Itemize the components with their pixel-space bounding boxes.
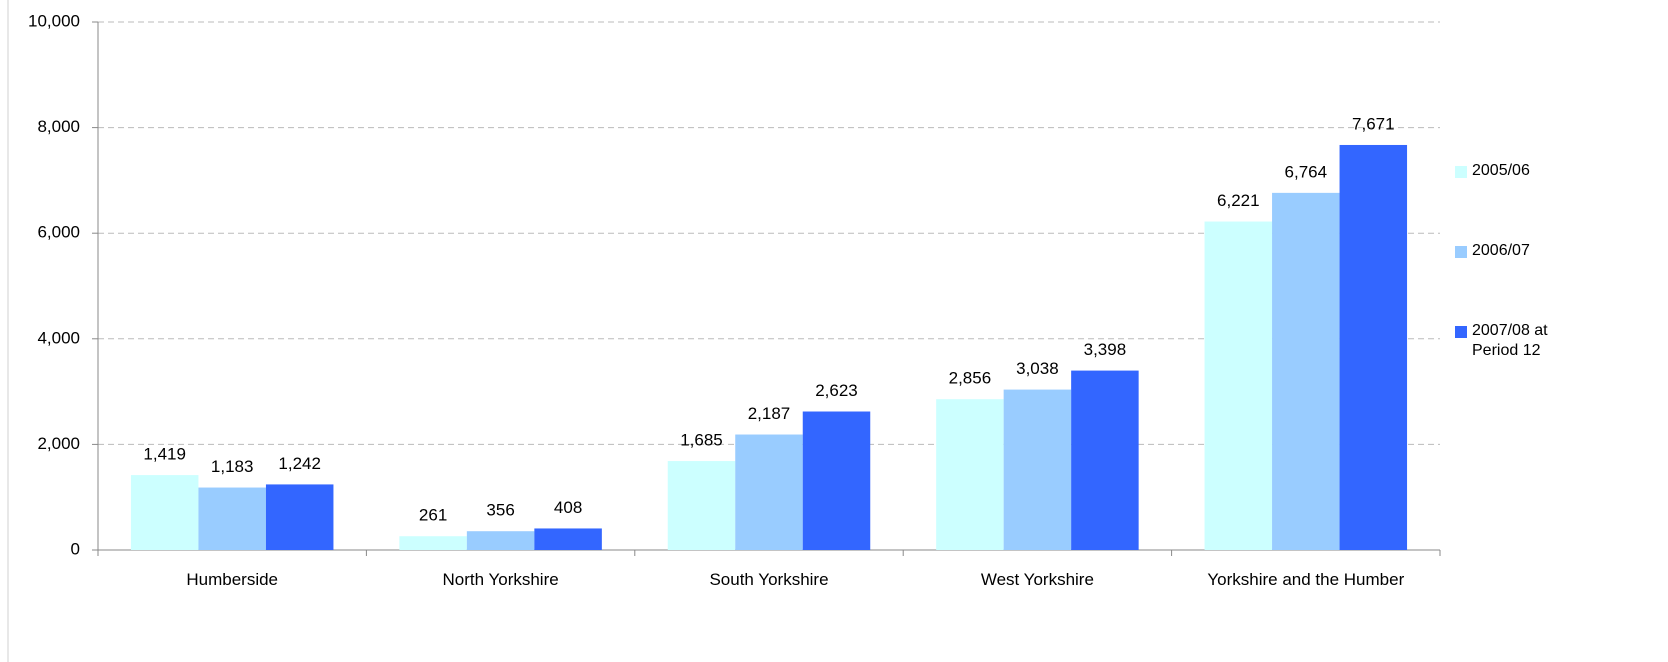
bar — [466, 531, 535, 550]
x-tick-label-box: Humberside — [186, 570, 279, 589]
bar — [1339, 144, 1408, 551]
value-label: 1,685 — [680, 431, 723, 450]
bar — [198, 487, 266, 550]
y-tick-label: 6,000 — [37, 223, 80, 242]
x-tick-label-box: Yorkshire and the Humber — [1207, 570, 1405, 589]
y-tick-label: 10,000 — [28, 11, 80, 30]
value-label: 1,183 — [211, 457, 254, 476]
bar — [265, 484, 334, 550]
y-tick-label: 8,000 — [37, 117, 80, 136]
value-label: 356 — [486, 501, 514, 520]
x-tick-label: Humberside — [186, 570, 279, 589]
x-tick-label-box: North Yorkshire — [442, 570, 559, 589]
bar — [130, 475, 199, 550]
x-tick-label: North Yorkshire — [442, 570, 559, 589]
bar — [1003, 389, 1072, 550]
value-label: 408 — [554, 498, 582, 517]
x-tick-label: South Yorkshire — [709, 570, 829, 589]
value-label: 6,221 — [1217, 191, 1260, 210]
legend-label: 2005/06 — [1472, 162, 1530, 179]
legend-swatch — [1455, 326, 1467, 338]
value-label: 3,398 — [1084, 340, 1127, 359]
bar — [936, 399, 1004, 550]
value-label: 2,187 — [748, 404, 791, 423]
legend-label: 2006/07 — [1472, 242, 1530, 259]
y-tick-label: 0 — [71, 539, 80, 558]
bar — [1204, 221, 1273, 551]
legend-label-box: 2006/07 — [1472, 242, 1530, 259]
legend-label-box: 2007/08 at Period 12 — [1472, 322, 1548, 359]
y-tick-label: 4,000 — [37, 328, 80, 347]
value-label: 261 — [419, 506, 447, 525]
y-tick-label: 2,000 — [37, 434, 80, 453]
bar — [534, 528, 602, 550]
bar — [399, 536, 467, 550]
x-tick-label-box: South Yorkshire — [709, 570, 829, 589]
legend-label: 2007/08 at Period 12 — [1472, 322, 1548, 359]
bar — [802, 411, 871, 550]
value-label: 6,764 — [1285, 162, 1328, 181]
x-tick-label-box: West Yorkshire — [980, 570, 1094, 589]
x-tick-label: Yorkshire and the Humber — [1207, 570, 1405, 589]
value-label: 7,671 — [1352, 114, 1395, 133]
bar — [667, 461, 736, 550]
bar — [1071, 370, 1139, 550]
value-label: 1,242 — [278, 454, 321, 473]
legend-swatch — [1455, 246, 1467, 258]
legend-label-box: 2005/06 — [1472, 162, 1530, 179]
x-tick-label: West Yorkshire — [980, 570, 1094, 589]
bar — [735, 434, 803, 550]
value-label: 3,038 — [1016, 359, 1059, 378]
bar — [1272, 192, 1340, 551]
value-label: 2,856 — [949, 369, 992, 388]
legend-swatch — [1455, 166, 1467, 178]
value-label: 1,419 — [143, 445, 186, 464]
value-label: 2,623 — [815, 381, 858, 400]
